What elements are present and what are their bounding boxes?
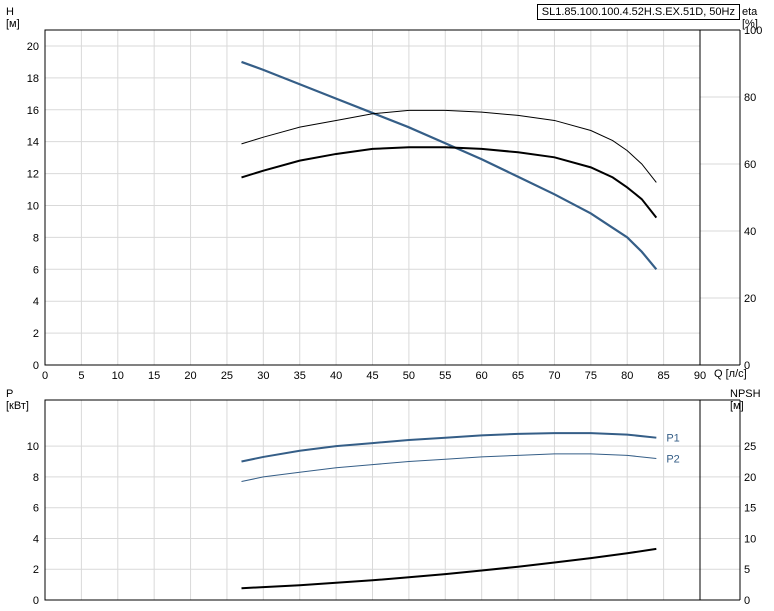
svg-text:35: 35: [294, 370, 306, 382]
svg-text:0: 0: [33, 595, 39, 607]
svg-text:20: 20: [27, 41, 39, 53]
svg-text:20: 20: [744, 472, 756, 484]
svg-text:25: 25: [221, 370, 233, 382]
svg-text:45: 45: [366, 370, 378, 382]
svg-text:4: 4: [33, 533, 39, 545]
chart-title: SL1.85.100.100.4.52H.S.EX.51D, 50Hz: [537, 4, 740, 20]
svg-text:30: 30: [257, 370, 269, 382]
svg-text:6: 6: [33, 264, 39, 276]
x-axis-label: Q [л/с]: [714, 368, 747, 380]
eta1-curve: [242, 110, 657, 182]
svg-text:0: 0: [744, 595, 750, 607]
svg-text:60: 60: [476, 370, 488, 382]
svg-text:90: 90: [694, 370, 706, 382]
svg-text:0: 0: [42, 370, 48, 382]
svg-text:40: 40: [330, 370, 342, 382]
svg-text:10: 10: [744, 533, 756, 545]
svg-text:6: 6: [33, 503, 39, 515]
svg-text:40: 40: [744, 226, 756, 238]
svg-text:2: 2: [33, 328, 39, 340]
svg-text:75: 75: [585, 370, 597, 382]
npsh-curve: [242, 549, 657, 588]
svg-text:15: 15: [744, 503, 756, 515]
svg-text:16: 16: [27, 105, 39, 117]
svg-text:25: 25: [744, 441, 756, 453]
p2-curve-label: P2: [666, 453, 679, 465]
bottom-yleft-label: P[кВт]: [6, 388, 29, 412]
svg-text:12: 12: [27, 169, 39, 181]
svg-text:8: 8: [33, 472, 39, 484]
svg-text:70: 70: [548, 370, 560, 382]
svg-text:10: 10: [27, 200, 39, 212]
bottom-yright-label: NPSH[м]: [730, 388, 761, 412]
p1-curve-label: P1: [666, 433, 679, 445]
svg-text:20: 20: [744, 293, 756, 305]
svg-text:10: 10: [112, 370, 124, 382]
svg-text:80: 80: [621, 370, 633, 382]
svg-text:2: 2: [33, 564, 39, 576]
svg-text:4: 4: [33, 296, 39, 308]
svg-text:5: 5: [78, 370, 84, 382]
svg-text:20: 20: [184, 370, 196, 382]
svg-text:65: 65: [512, 370, 524, 382]
eta2-curve: [242, 147, 657, 217]
top-yright-label: eta[%]: [742, 6, 758, 30]
svg-text:0: 0: [33, 360, 39, 372]
svg-text:10: 10: [27, 441, 39, 453]
svg-text:8: 8: [33, 232, 39, 244]
svg-text:55: 55: [439, 370, 451, 382]
svg-text:5: 5: [744, 564, 750, 576]
p1-curve: [242, 433, 657, 461]
pump-curve-chart: 0510152025303540455055606570758085900246…: [0, 0, 774, 611]
head-curve: [242, 62, 657, 269]
svg-text:15: 15: [148, 370, 160, 382]
svg-text:85: 85: [657, 370, 669, 382]
svg-text:80: 80: [744, 92, 756, 104]
svg-text:60: 60: [744, 159, 756, 171]
svg-text:50: 50: [403, 370, 415, 382]
svg-text:18: 18: [27, 73, 39, 85]
top-yleft-label: H[м]: [6, 6, 20, 30]
svg-text:14: 14: [27, 137, 39, 149]
